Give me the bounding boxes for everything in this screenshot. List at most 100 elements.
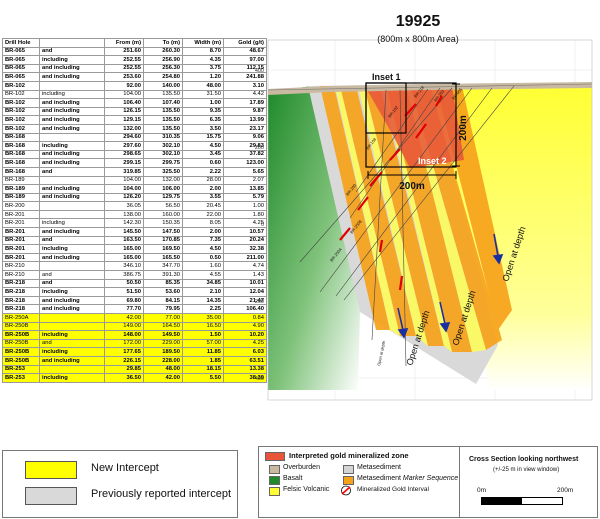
table-cell-width: 1.85 [182,355,224,366]
col-header-3: To (m) [143,38,183,48]
section-frame [267,39,593,401]
table-row: BR-253 29.85 48.00 18.15 13.38 [2,364,267,375]
new-intercept-label: New Intercept [91,462,159,474]
table-row: BR-102 including 104.00 135.50 31.50 4.42 [2,89,267,100]
table-cell-from: 77.70 [104,304,144,314]
table-row: BR-218 including 51.50 53.60 2.10 12.04 [2,287,267,297]
table-cell-note: and [39,46,105,57]
table-cell-width: 20.45 [182,201,224,211]
table-cell-hole: BR-201 [2,252,40,263]
table-cell-from: 29.85 [104,364,144,375]
table-cell-note [39,261,105,272]
table-cell-from: 299.15 [104,158,144,168]
table-cell-to: 106.00 [143,184,183,194]
col-header-2: From (m) [104,38,144,48]
felsic-volcanic-swatch [269,487,280,496]
table-cell-from: 226.15 [104,355,144,366]
table-cell-width: 4.35 [182,55,224,65]
table-cell-note: and including [39,98,105,108]
dimension-vertical [452,83,460,167]
table-cell-to: 169.50 [143,244,183,254]
elev-tick-minus400: -400 [253,376,264,382]
table-row: BR-065 and including 252.55 256.30 3.75 112.1… [2,63,267,74]
table-row: BR-065 and including 253.60 254.80 1.20 241.8… [2,72,267,82]
table-row: BR-102 and including 126.15 135.50 9.35 9.87 [2,106,267,117]
table-body: BR-065 and 251.60 260.30 8.70 48.67 BR-065 incl… [2,46,267,383]
table-row: BR-218 and including 69.80 84.15 14.35 21.47 [2,295,267,306]
elev-tick-minus200: -200 [253,299,264,305]
dimension-vertical-label: 200m [458,115,469,141]
scale-start-label: 0m [477,487,487,494]
table-row: BR-189 and including 104.00 106.00 2.00 13.85 [2,184,267,194]
table-cell-to: 135.50 [143,123,183,134]
table-cell-hole: BR-218 [2,278,40,289]
table-cell-to: 149.50 [143,330,183,340]
table-cell-from: 50.50 [104,278,144,289]
table-cell-from: 36.50 [104,373,144,383]
legend-divider [459,447,460,517]
table-cell-to: 147.50 [143,227,183,237]
table-cell-hole: BR-189 [2,184,40,194]
table-cell-note: including [39,218,105,229]
table-cell-from: 149.00 [104,321,144,332]
table-row: BR-253 including 36.50 42.00 5.50 38.39 [2,373,267,383]
table-row: BR-210 and 386.75 391.30 4.55 1.43 [2,270,267,280]
drill-hole-traces [299,85,515,367]
table-row: BR-168 and including 298.65 302.10 3.45 37.82 [2,149,267,160]
table-cell-note: and including [39,304,105,314]
table-cell-note: and [39,278,105,289]
section-title: 19925 [396,13,441,30]
table-cell-hole: BR-218 [2,304,40,314]
table-cell-note: and including [39,115,105,125]
table-cell-note [39,175,105,186]
table-cell-from: 172.00 [104,338,144,349]
table-cell-note: including [39,330,105,340]
overburden-label: Overburden [283,464,320,471]
geology-legend: Interpreted gold mineralized zone Overbu… [258,446,598,518]
table-cell-hole: BR-210 [2,270,40,280]
table-cell-from: 104.00 [104,89,144,100]
table-cell-from: 252.55 [104,63,144,74]
gold-zone-swatch [265,452,285,461]
table-cell-width: 8.05 [182,218,224,229]
table-cell-width: 34.85 [182,278,224,289]
table-row: BR-201 138.00 160.00 22.00 1.80 [2,209,267,220]
table-cell-note [39,201,105,211]
col-header-4: Width (m) [182,38,224,48]
table-row: BR-200 36.05 56.50 20.45 1.00 [2,201,267,211]
table-row: BR-201 and including 165.00 165.50 0.50 211.0… [2,252,267,263]
table-cell-to: 132.00 [143,175,183,186]
table-cell-width: 0.50 [182,252,224,263]
table-cell-to: 325.50 [143,166,183,177]
table-cell-width: 11.85 [182,347,224,357]
table-cell-to: 302.10 [143,141,183,151]
table-cell-from: 253.60 [104,72,144,82]
table-cell-note: and including [39,227,105,237]
interpreted-gold-zone [366,86,464,168]
table-row: BR-218 and including 77.70 79.95 2.25 106.40 [2,304,267,314]
table-cell-hole: BR-102 [2,98,40,108]
table-cell-to: 84.15 [143,295,183,306]
table-row: BR-168 including 297.60 302.10 4.50 29.83 [2,141,267,151]
view-note: (+/-25 m in view window) [493,467,560,473]
table-header-row: Drill Hole From (m) To (m) Width (m) Gold (g… [2,38,267,48]
table-cell-note: including [39,89,105,100]
table-cell-from: 298.65 [104,149,144,160]
table-cell-hole: BR-168 [2,132,40,143]
table-cell-width: 28.00 [182,175,224,186]
table-cell-to: 299.75 [143,158,183,168]
table-cell-width: 3.75 [182,63,224,74]
table-cell-from: 297.60 [104,141,144,151]
table-cell-note: and including [39,149,105,160]
table-cell-width: 1.00 [182,98,224,108]
table-cell-from: 165.00 [104,252,144,263]
table-cell-note: and including [39,106,105,117]
table-cell-width: 4.50 [182,244,224,254]
dimension-horizontal [367,171,457,179]
table-cell-note: including [39,55,105,65]
table-cell-width: 1.60 [182,261,224,272]
table-cell-to: 254.80 [143,72,183,82]
cross-section-diagram: 400 200 0 -200 -400 19925 (800m x 800m A… [253,13,593,401]
table-cell-from: 129.15 [104,115,144,125]
table-cell-from: 132.00 [104,123,144,134]
